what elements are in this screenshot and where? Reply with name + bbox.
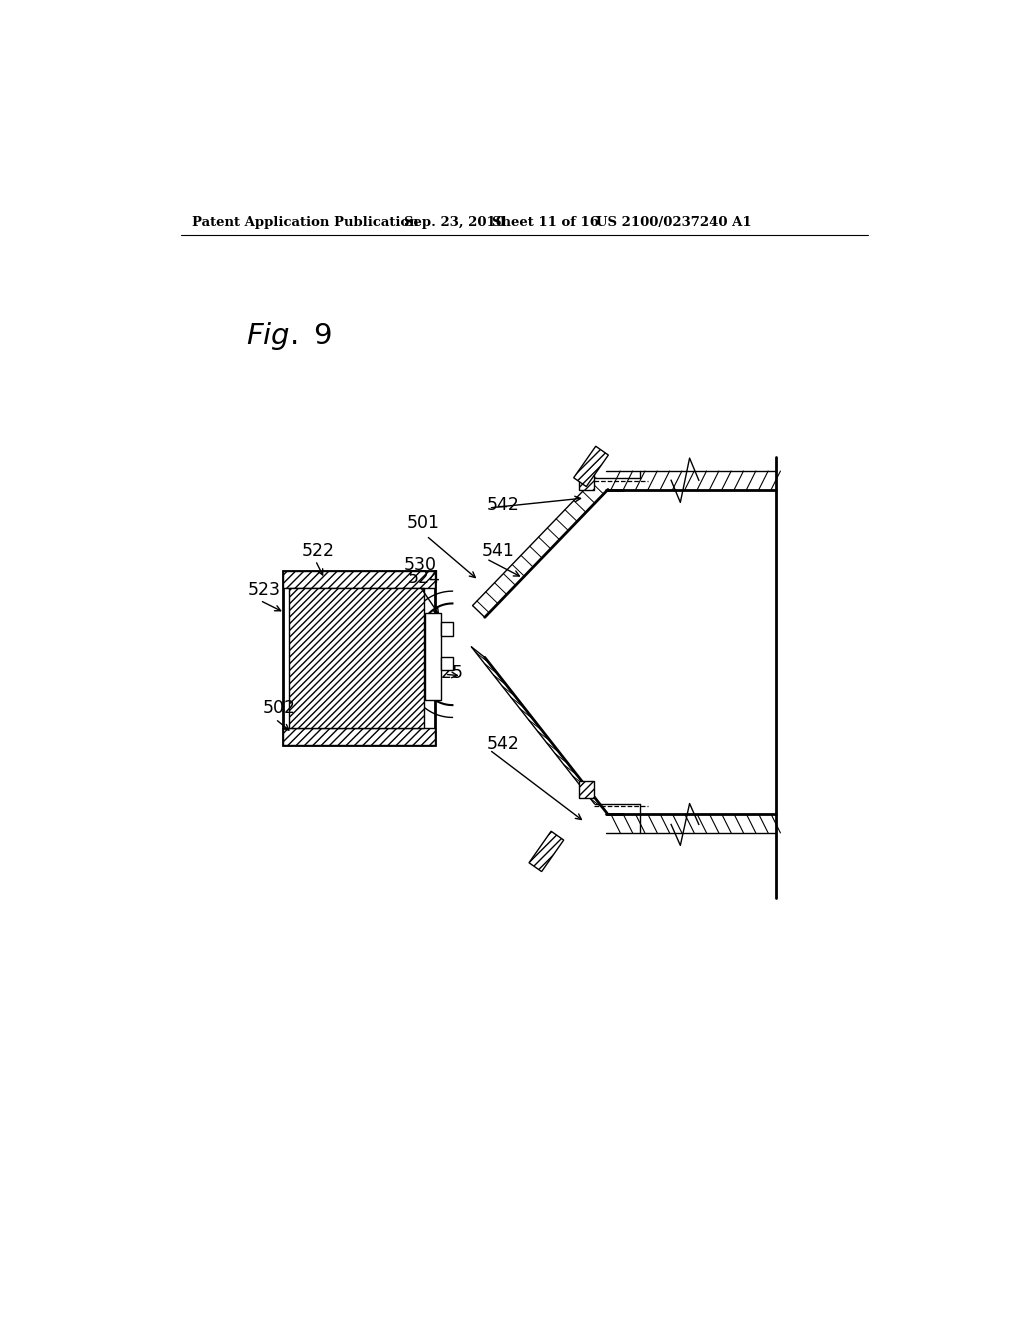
Polygon shape <box>573 446 608 487</box>
Text: 523: 523 <box>248 581 281 598</box>
Text: 524: 524 <box>408 569 440 587</box>
Text: 541: 541 <box>481 543 514 560</box>
Bar <box>283 572 435 744</box>
Bar <box>441 656 454 671</box>
Text: 525: 525 <box>431 664 464 681</box>
Text: $\mathit{Fig.}\ \mathit{9}$: $\mathit{Fig.}\ \mathit{9}$ <box>246 321 332 352</box>
Text: Sheet 11 of 16: Sheet 11 of 16 <box>493 216 599 230</box>
Text: US 2100/0237240 A1: US 2100/0237240 A1 <box>596 216 752 230</box>
Bar <box>283 729 435 744</box>
Bar <box>441 622 454 636</box>
Text: 542: 542 <box>486 735 519 752</box>
Polygon shape <box>529 832 563 871</box>
Text: 522: 522 <box>301 543 335 560</box>
Text: 502: 502 <box>263 700 296 717</box>
Bar <box>283 572 435 589</box>
Text: Patent Application Publication: Patent Application Publication <box>193 216 419 230</box>
Bar <box>425 612 441 701</box>
Text: 542: 542 <box>486 496 519 513</box>
Bar <box>289 589 424 729</box>
Text: Sep. 23, 2010: Sep. 23, 2010 <box>403 216 505 230</box>
Bar <box>579 780 594 797</box>
Text: 530: 530 <box>403 556 437 574</box>
Text: 501: 501 <box>407 515 439 532</box>
Bar <box>579 473 594 490</box>
